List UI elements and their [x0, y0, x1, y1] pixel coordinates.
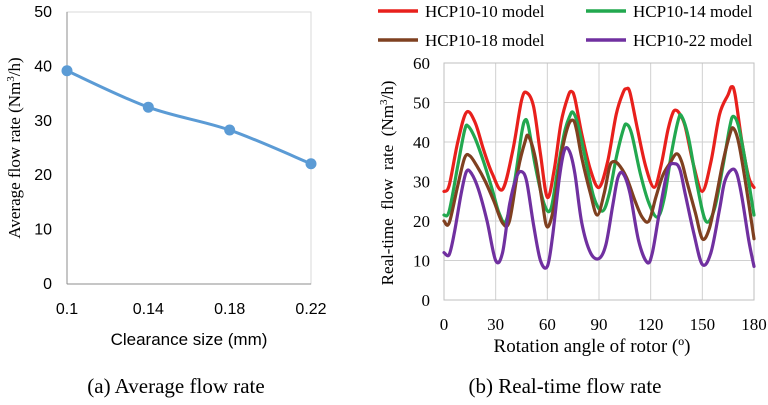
chart-b-legend-label: HCP10-10 model [425, 2, 545, 21]
chart-b-xtick-label: 90 [591, 315, 608, 334]
chart-b-caption: (b) Real-time flow rate [469, 374, 662, 398]
chart-a-ytick-label: 40 [34, 58, 52, 75]
chart-b: 0 10 20 30 40 50 60 0 30 60 90 120 150 180 HCP10-10 … [378, 2, 767, 398]
chart-b-legend: HCP10-10 model HCP10-14 model HCP10-18 mod… [378, 2, 753, 50]
chart-b-ylabel-end: /h) [378, 81, 397, 100]
chart-a-ylabel-main: Average flow rate (Nm [5, 82, 24, 239]
chart-b-series-line [442, 85, 756, 199]
chart-a-ytick-label: 0 [43, 276, 52, 293]
chart-a: 0 10 20 30 40 50 0.1 0.14 0.18 0.22 Clearance si… [5, 4, 327, 398]
chart-a-xtick-label: 0.1 [56, 301, 78, 318]
chart-a-data-point [142, 101, 154, 113]
chart-a-y-axis-label: Average flow rate (Nm3/h) [5, 57, 24, 238]
chart-b-xtick-label: 120 [638, 315, 664, 334]
chart-a-ylabel-sup: 3 [5, 76, 17, 82]
chart-b-y-axis-label: Real-time flow rate (Nm3/h) [378, 81, 397, 286]
chart-a-xtick-label: 0.18 [214, 301, 245, 318]
chart-b-ylabel-sup: 3 [378, 99, 390, 105]
chart-b-x-axis-label: Rotation angle of rotor (º) [494, 336, 691, 357]
chart-b-xtick-label: 30 [487, 315, 504, 334]
chart-b-xtick-label: 180 [741, 315, 767, 334]
chart-b-series-line [442, 146, 756, 270]
chart-a-ylabel-end: /h) [5, 57, 24, 76]
chart-b-legend-label: HCP10-22 model [633, 31, 753, 50]
chart-b-ytick-label: 10 [413, 252, 430, 271]
chart-a-ytick-label: 20 [34, 167, 52, 184]
chart-a-caption: (a) Average flow rate [87, 374, 264, 398]
chart-b-series-line [442, 118, 756, 241]
chart-b-xtick-label: 0 [440, 315, 449, 334]
chart-a-x-axis-label: Clearance size (mm) [111, 330, 268, 349]
chart-b-ytick-label: 40 [413, 133, 430, 152]
chart-a-data-point [61, 65, 73, 77]
chart-a-xtick-label: 0.14 [133, 301, 164, 318]
chart-b-xtick-label: 150 [690, 315, 716, 334]
chart-a-data-point [224, 124, 236, 136]
chart-b-xtick-label: 60 [539, 315, 556, 334]
chart-b-ylabel-main: Real-time flow rate (Nm [378, 105, 397, 285]
chart-b-ytick-label: 20 [413, 212, 430, 231]
chart-b-ytick-label: 30 [413, 173, 430, 192]
chart-a-ytick-label: 50 [34, 4, 52, 21]
chart-a-data-point [305, 158, 317, 170]
chart-a-ytick-label: 10 [34, 222, 52, 239]
chart-a-ytick-label: 30 [34, 113, 52, 130]
chart-a-series-line [66, 69, 312, 166]
chart-b-ytick-label: 0 [422, 291, 431, 310]
chart-b-ytick-label: 60 [413, 54, 430, 73]
chart-b-ytick-label: 50 [413, 94, 430, 113]
chart-b-legend-label: HCP10-18 model [425, 31, 545, 50]
chart-b-legend-label: HCP10-14 model [633, 2, 753, 21]
chart-b-plot-area [443, 62, 755, 301]
chart-a-xtick-label: 0.22 [295, 301, 326, 318]
